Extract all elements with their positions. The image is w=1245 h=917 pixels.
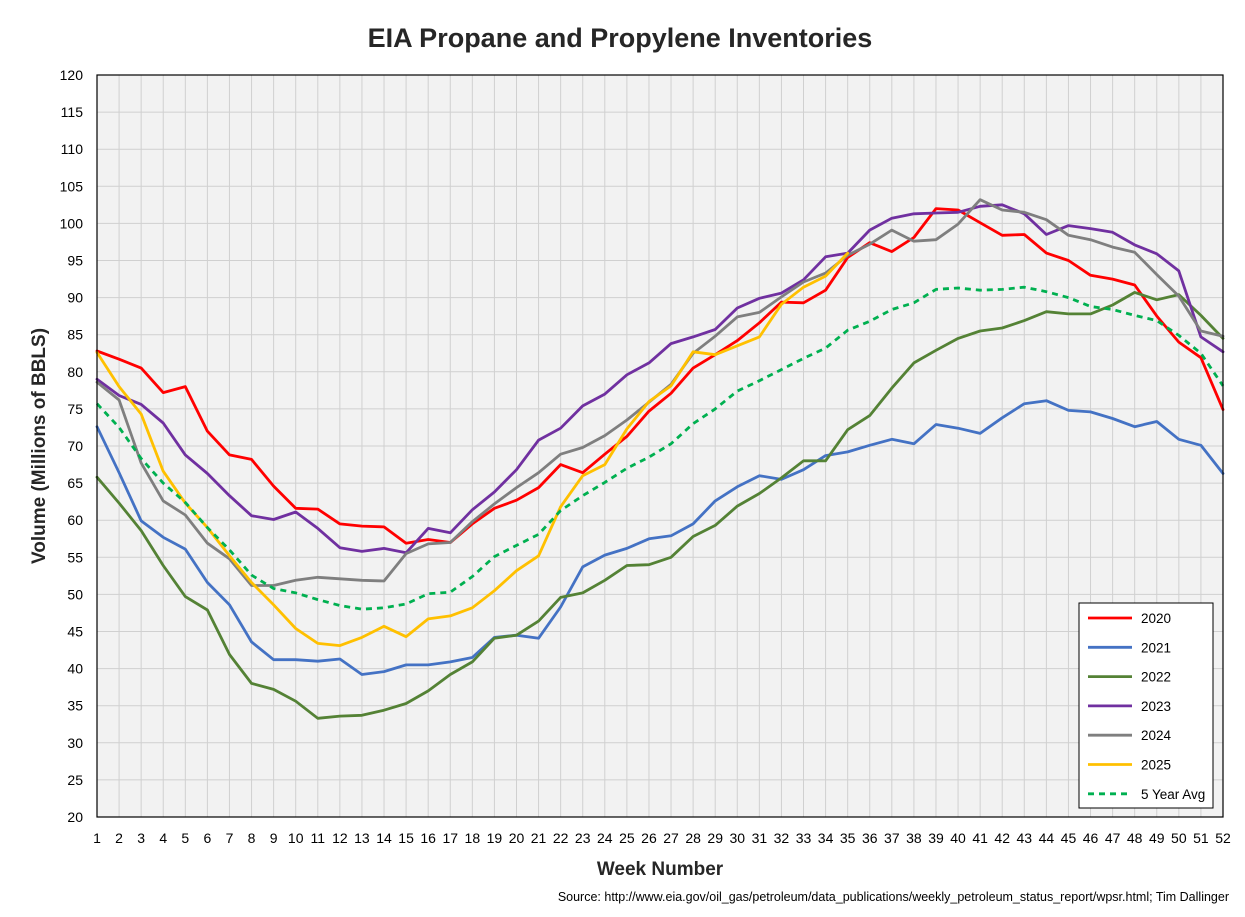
series-lines — [95, 198, 1225, 720]
x-tick-label: 6 — [203, 830, 211, 846]
y-tick-label: 55 — [67, 549, 83, 565]
series-line-5-year-avg — [95, 285, 1225, 611]
y-tick-label: 115 — [61, 104, 84, 120]
x-tick-label: 12 — [332, 830, 348, 846]
x-tick-label: 28 — [685, 830, 701, 846]
y-tick-label: 120 — [60, 67, 84, 83]
x-tick-label: 10 — [288, 830, 304, 846]
x-tick-label: 26 — [641, 830, 657, 846]
x-tick-label: 7 — [226, 830, 234, 846]
x-tick-label: 24 — [597, 830, 613, 846]
y-tick-label: 40 — [67, 661, 83, 677]
y-tick-label: 65 — [67, 475, 83, 491]
x-tick-label: 44 — [1039, 830, 1055, 846]
x-tick-label: 50 — [1171, 830, 1187, 846]
series-line-2025 — [95, 251, 850, 647]
x-tick-label: 5 — [181, 830, 189, 846]
y-tick-label: 80 — [67, 364, 83, 380]
x-tick-label: 18 — [465, 830, 481, 846]
gridlines — [96, 74, 1224, 818]
x-tick-label: 47 — [1105, 830, 1121, 846]
x-tick-label: 4 — [159, 830, 167, 846]
legend-label: 2025 — [1141, 758, 1171, 773]
series-line-2021 — [95, 399, 1225, 676]
x-tick-label: 45 — [1061, 830, 1077, 846]
plot-border — [96, 74, 1224, 818]
y-axis-ticks: 20 25 30 35 40 45 50 55 60 65 70 75 80 85 90 95 100 105 11… — [60, 67, 84, 825]
y-tick-label: 25 — [67, 772, 83, 788]
x-tick-label: 30 — [729, 830, 745, 846]
x-tick-label: 34 — [818, 830, 834, 846]
y-tick-label: 110 — [61, 141, 84, 157]
y-tick-label: 70 — [67, 438, 83, 454]
x-tick-label: 38 — [906, 830, 922, 846]
source-note: Source: http://www.eia.gov/oil_gas/petro… — [558, 890, 1229, 904]
y-tick-label: 60 — [67, 512, 83, 528]
y-tick-label: 20 — [67, 809, 83, 825]
x-tick-label: 46 — [1083, 830, 1099, 846]
y-tick-label: 105 — [60, 178, 84, 194]
x-tick-label: 14 — [376, 830, 392, 846]
y-axis-label: Volume (Millions of BBLS) — [29, 328, 50, 564]
x-tick-label: 17 — [442, 830, 458, 846]
legend-label: 2023 — [1141, 699, 1171, 714]
x-tick-label: 3 — [137, 830, 145, 846]
x-tick-label: 43 — [1017, 830, 1033, 846]
y-tick-label: 45 — [67, 624, 83, 640]
x-tick-label: 2 — [115, 830, 123, 846]
y-tick-label: 100 — [60, 215, 84, 231]
y-tick-label: 35 — [67, 698, 83, 714]
legend-label: 5 Year Avg — [1141, 787, 1205, 802]
x-tick-label: 32 — [774, 830, 790, 846]
x-tick-label: 16 — [420, 830, 436, 846]
x-axis-ticks: 1 2 3 4 5 6 7 8 9 10 11 12 13 14 15 16 17 18 19 20 21 22 23 24 2… — [93, 830, 1231, 846]
x-tick-label: 33 — [796, 830, 812, 846]
x-tick-label: 13 — [354, 830, 370, 846]
series-line-2022 — [95, 291, 1225, 720]
x-tick-label: 35 — [840, 830, 856, 846]
x-axis-label: Week Number — [597, 859, 724, 880]
x-tick-label: 22 — [553, 830, 569, 846]
x-tick-label: 25 — [619, 830, 635, 846]
x-tick-label: 9 — [270, 830, 278, 846]
x-tick-label: 37 — [884, 830, 900, 846]
x-tick-label: 40 — [950, 830, 966, 846]
x-tick-label: 8 — [248, 830, 256, 846]
x-tick-label: 42 — [994, 830, 1010, 846]
x-tick-label: 36 — [862, 830, 878, 846]
y-tick-label: 90 — [67, 290, 83, 306]
x-tick-label: 39 — [928, 830, 944, 846]
x-tick-label: 15 — [398, 830, 414, 846]
legend-label: 2022 — [1141, 670, 1171, 685]
x-tick-label: 1 — [93, 830, 101, 846]
x-tick-label: 52 — [1215, 830, 1231, 846]
x-tick-label: 48 — [1127, 830, 1143, 846]
x-tick-label: 23 — [575, 830, 591, 846]
x-tick-label: 19 — [487, 830, 503, 846]
legend-label: 2020 — [1141, 611, 1171, 626]
legend: 2020 2021 2022 2023 2024 2025 5 Year Avg — [1078, 602, 1214, 809]
y-tick-label: 50 — [67, 586, 83, 602]
y-tick-label: 85 — [67, 327, 83, 343]
x-tick-label: 21 — [531, 830, 547, 846]
x-tick-label: 41 — [972, 830, 988, 846]
x-tick-label: 27 — [663, 830, 679, 846]
x-tick-label: 29 — [707, 830, 723, 846]
x-tick-label: 51 — [1193, 830, 1209, 846]
y-tick-label: 75 — [67, 401, 83, 417]
x-tick-label: 49 — [1149, 830, 1165, 846]
chart-title: EIA Propane and Propylene Inventories — [368, 23, 873, 53]
legend-label: 2024 — [1141, 728, 1172, 743]
y-tick-label: 30 — [67, 735, 83, 751]
series-line-2023 — [95, 203, 1225, 555]
series-line-2020 — [95, 207, 1225, 545]
x-tick-label: 11 — [311, 830, 326, 846]
y-tick-label: 95 — [67, 253, 83, 269]
legend-label: 2021 — [1141, 640, 1171, 655]
x-tick-label: 31 — [752, 830, 768, 846]
x-tick-label: 20 — [509, 830, 525, 846]
